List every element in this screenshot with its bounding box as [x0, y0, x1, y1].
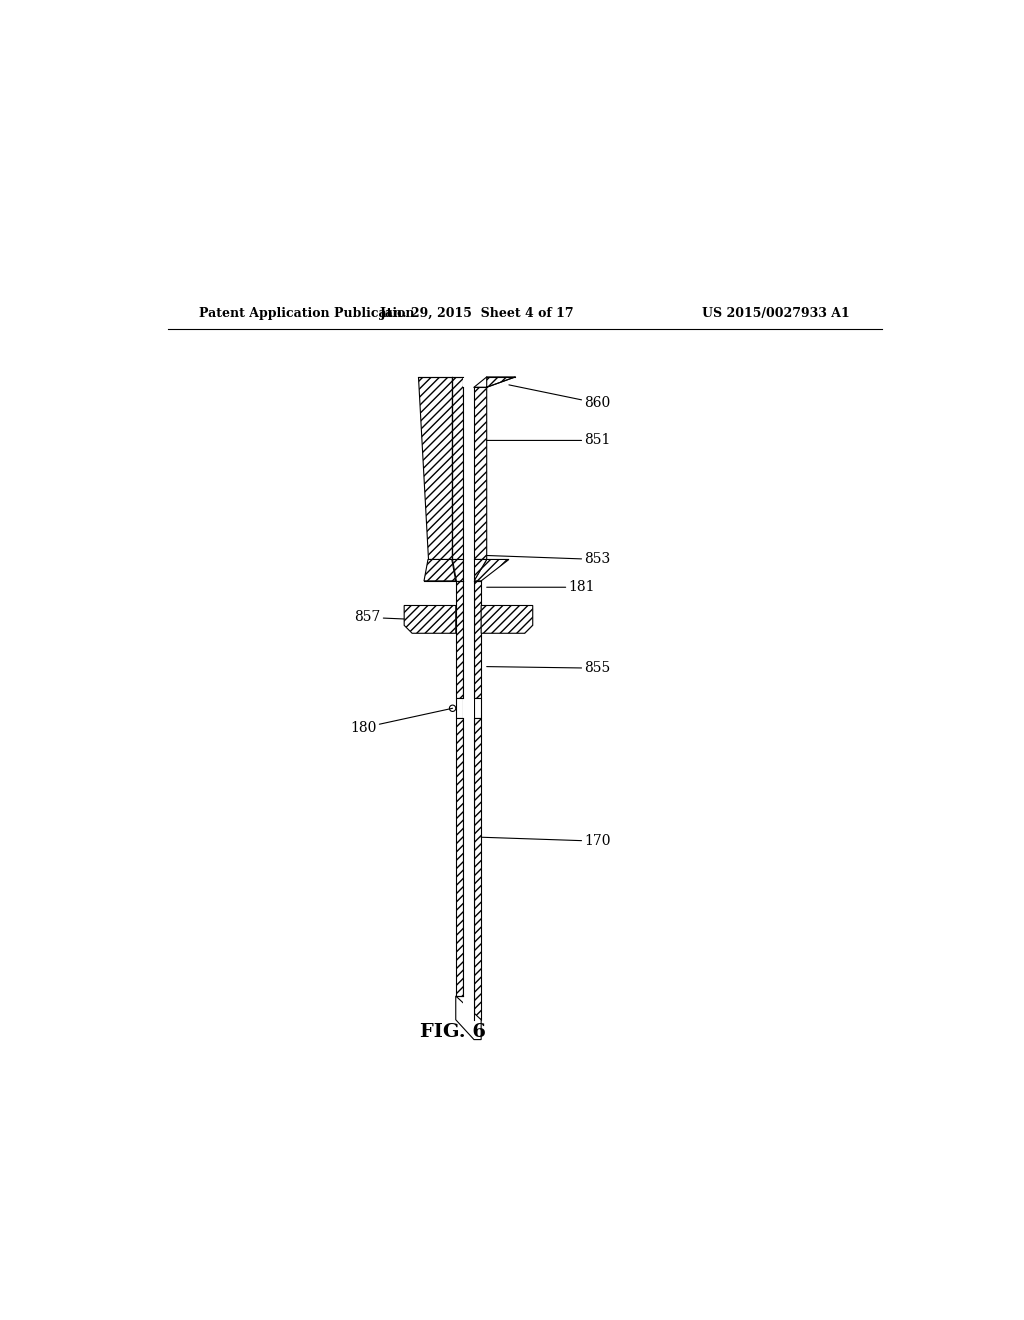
Polygon shape — [474, 378, 515, 560]
Text: 180: 180 — [350, 709, 453, 735]
Polygon shape — [452, 378, 463, 560]
Polygon shape — [456, 698, 463, 718]
Text: FIG. 6: FIG. 6 — [421, 1023, 486, 1040]
Polygon shape — [452, 560, 463, 581]
Text: 860: 860 — [509, 385, 610, 411]
Polygon shape — [424, 560, 456, 581]
Text: 181: 181 — [486, 581, 595, 594]
Polygon shape — [474, 560, 486, 581]
Text: Jan. 29, 2015  Sheet 4 of 17: Jan. 29, 2015 Sheet 4 of 17 — [380, 308, 574, 319]
Polygon shape — [456, 718, 463, 997]
Polygon shape — [481, 606, 532, 634]
Polygon shape — [404, 606, 456, 634]
Polygon shape — [463, 378, 474, 560]
Text: 857: 857 — [354, 610, 404, 624]
Polygon shape — [463, 718, 474, 1020]
Text: 170: 170 — [481, 834, 611, 849]
Polygon shape — [456, 581, 463, 698]
Polygon shape — [456, 997, 481, 1040]
Polygon shape — [474, 560, 509, 581]
Text: US 2015/0027933 A1: US 2015/0027933 A1 — [702, 308, 850, 319]
Polygon shape — [463, 581, 474, 698]
Polygon shape — [419, 378, 452, 560]
Text: 855: 855 — [486, 661, 610, 676]
Polygon shape — [463, 560, 474, 581]
Polygon shape — [474, 581, 481, 698]
Polygon shape — [474, 698, 481, 718]
Text: 851: 851 — [486, 433, 610, 447]
Text: 853: 853 — [486, 553, 610, 566]
Polygon shape — [474, 718, 481, 1020]
Polygon shape — [463, 698, 474, 718]
Text: Patent Application Publication: Patent Application Publication — [200, 308, 415, 319]
